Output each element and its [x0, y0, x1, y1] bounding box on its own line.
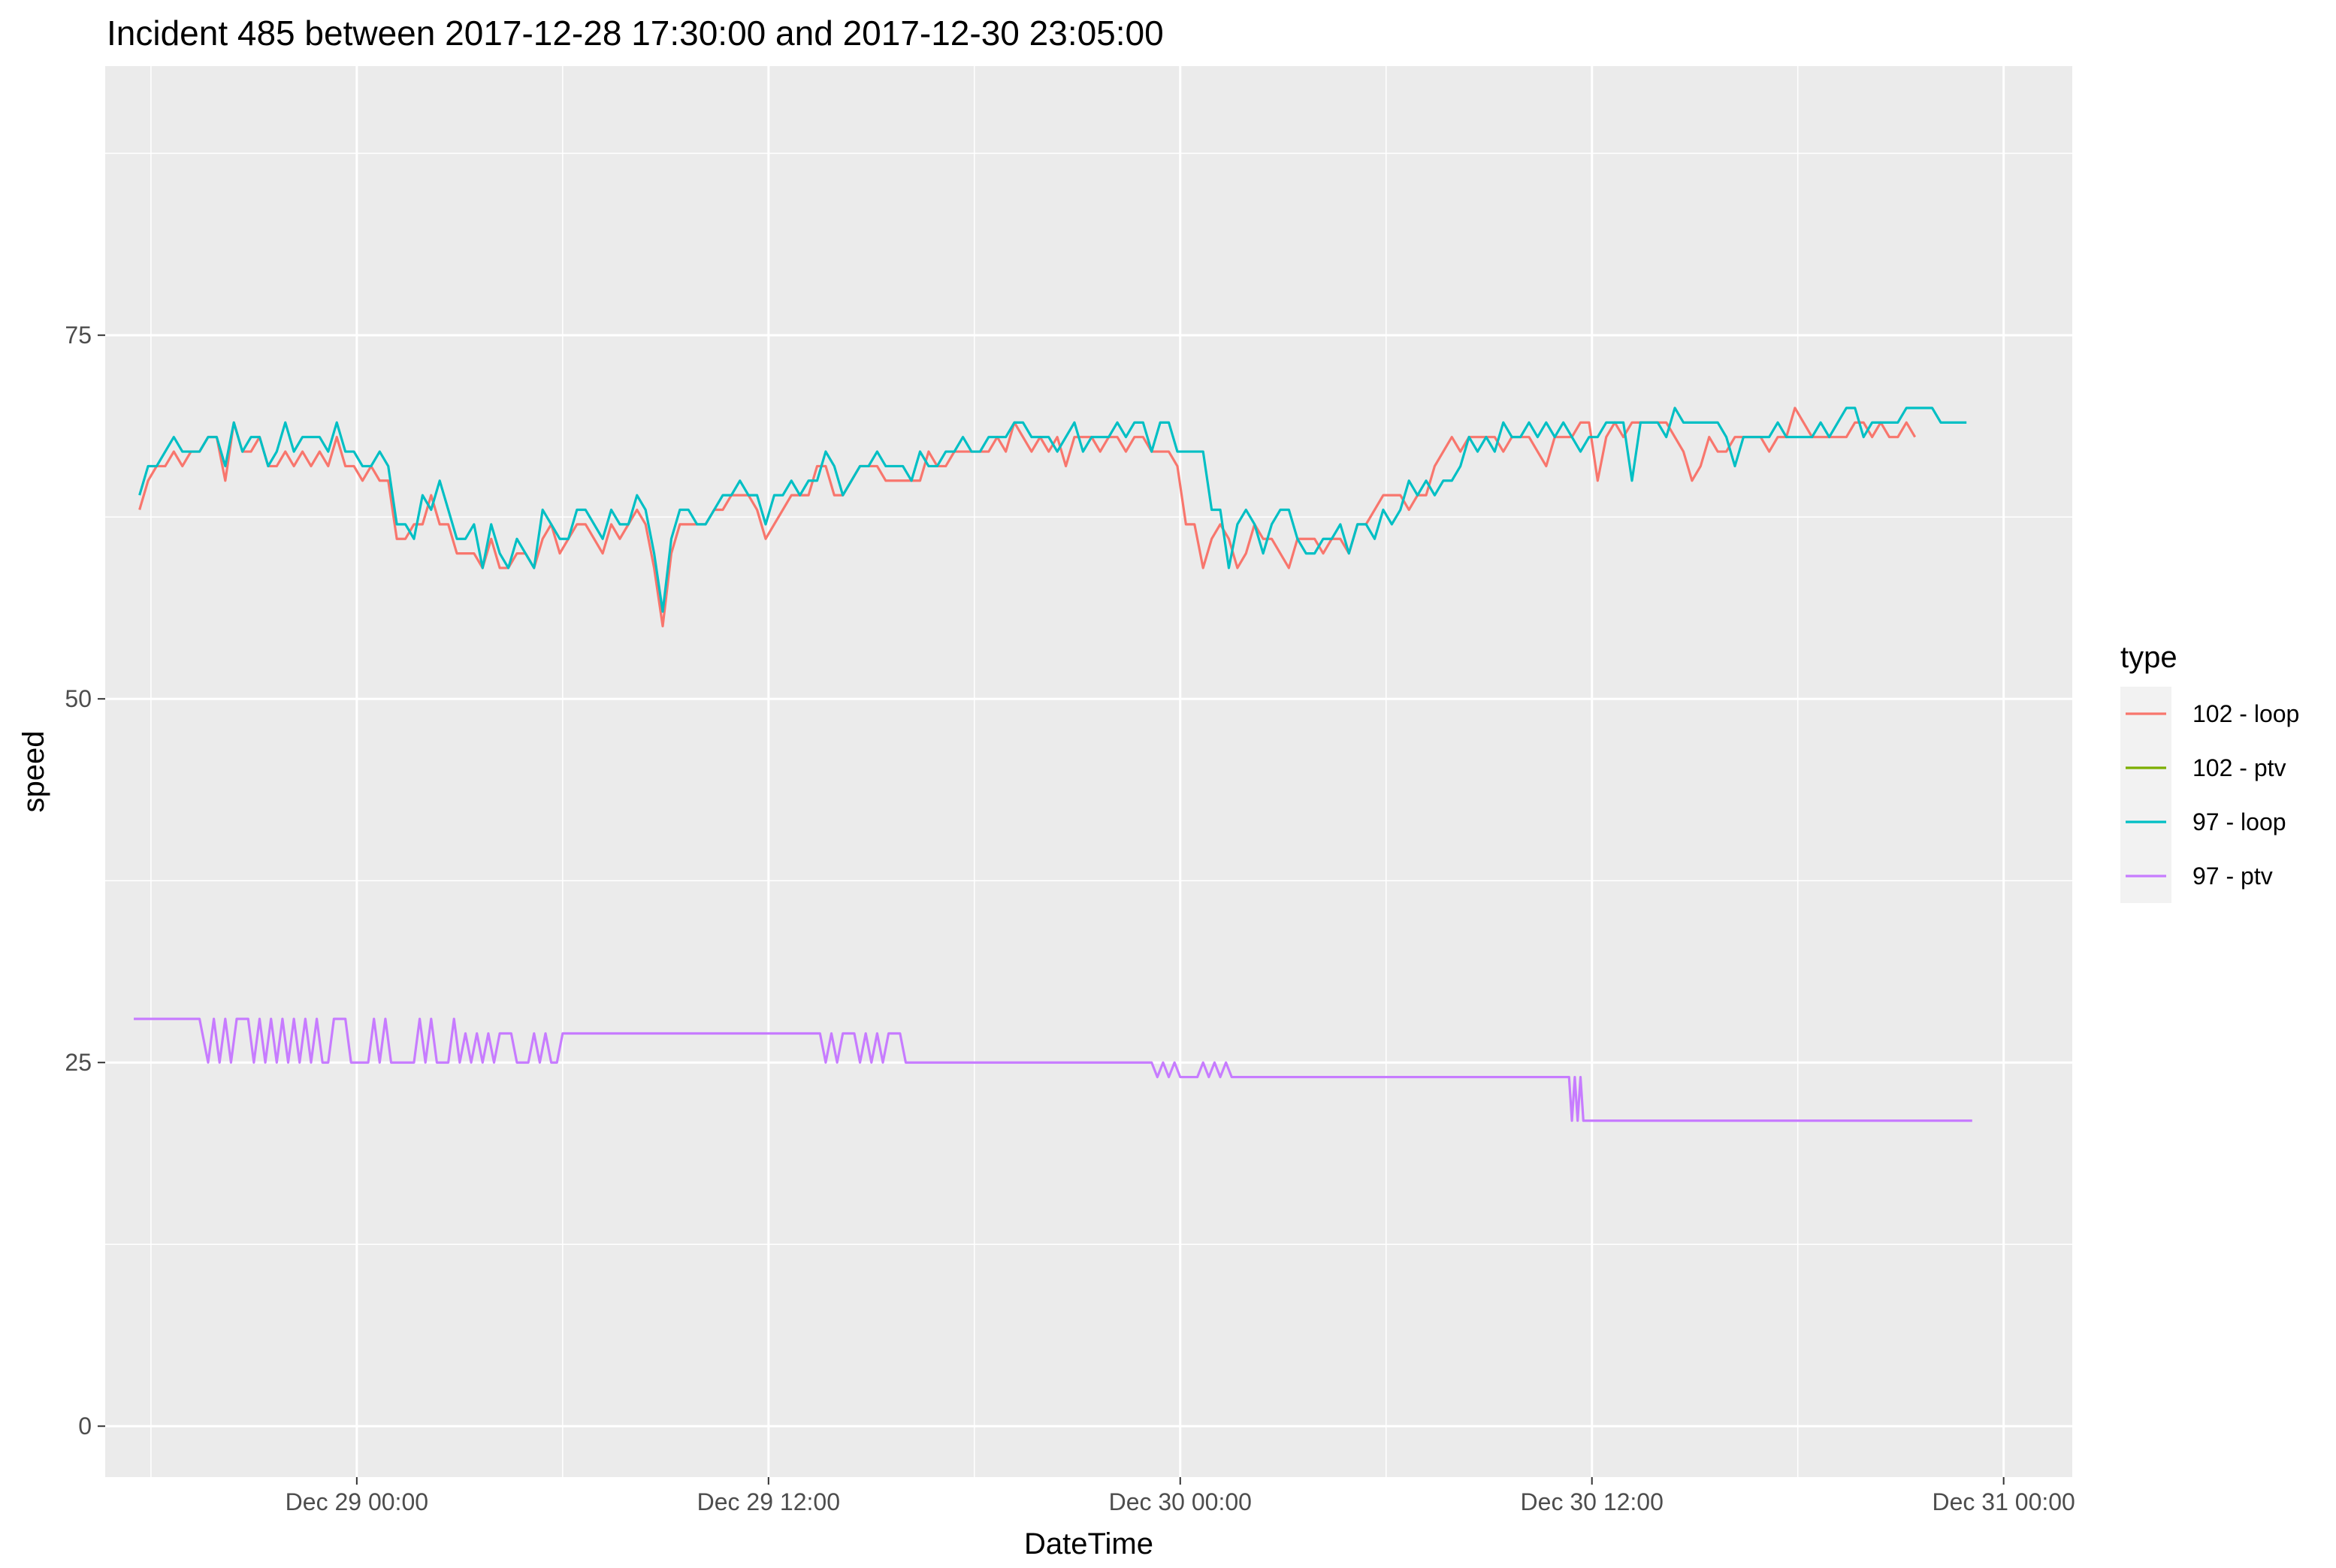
axes: 0 25 50 75 Dec 29 00:00 Dec 29 12:00 Dec 30 00… [65, 322, 2075, 1515]
legend-label-102-loop: 102 - loop [2192, 700, 2299, 727]
series-line-97-ptv [134, 1017, 1972, 1122]
legend-label-97-loop: 97 - loop [2192, 808, 2286, 835]
series-lines [134, 406, 1972, 1122]
x-tick-label: Dec 29 12:00 [697, 1488, 840, 1515]
y-tick-label: 50 [65, 685, 92, 712]
legend: type 102 - loop 102 - ptv 97 - loop 97 - ptv [2120, 641, 2299, 903]
legend-title: type [2120, 641, 2177, 674]
x-tick-label: Dec 30 12:00 [1521, 1488, 1664, 1515]
series-line-97-loop [138, 406, 1967, 613]
x-tick-label: Dec 30 00:00 [1109, 1488, 1252, 1515]
x-tick-label: Dec 31 00:00 [1932, 1488, 2075, 1515]
legend-label-102-ptv: 102 - ptv [2192, 754, 2286, 781]
series-line-102-loop [138, 406, 1917, 627]
plot-panel [105, 66, 2072, 1477]
y-tick-label: 75 [65, 322, 92, 349]
chart-title: Incident 485 between 2017-12-28 17:30:00… [107, 14, 1164, 53]
y-tick-label: 0 [78, 1412, 92, 1440]
y-axis-title: speed [17, 731, 50, 813]
x-tick-label: Dec 29 00:00 [286, 1488, 428, 1515]
x-axis-title: DateTime [1024, 1527, 1153, 1560]
legend-label-97-ptv: 97 - ptv [2192, 863, 2273, 890]
y-tick-label: 25 [65, 1049, 92, 1076]
